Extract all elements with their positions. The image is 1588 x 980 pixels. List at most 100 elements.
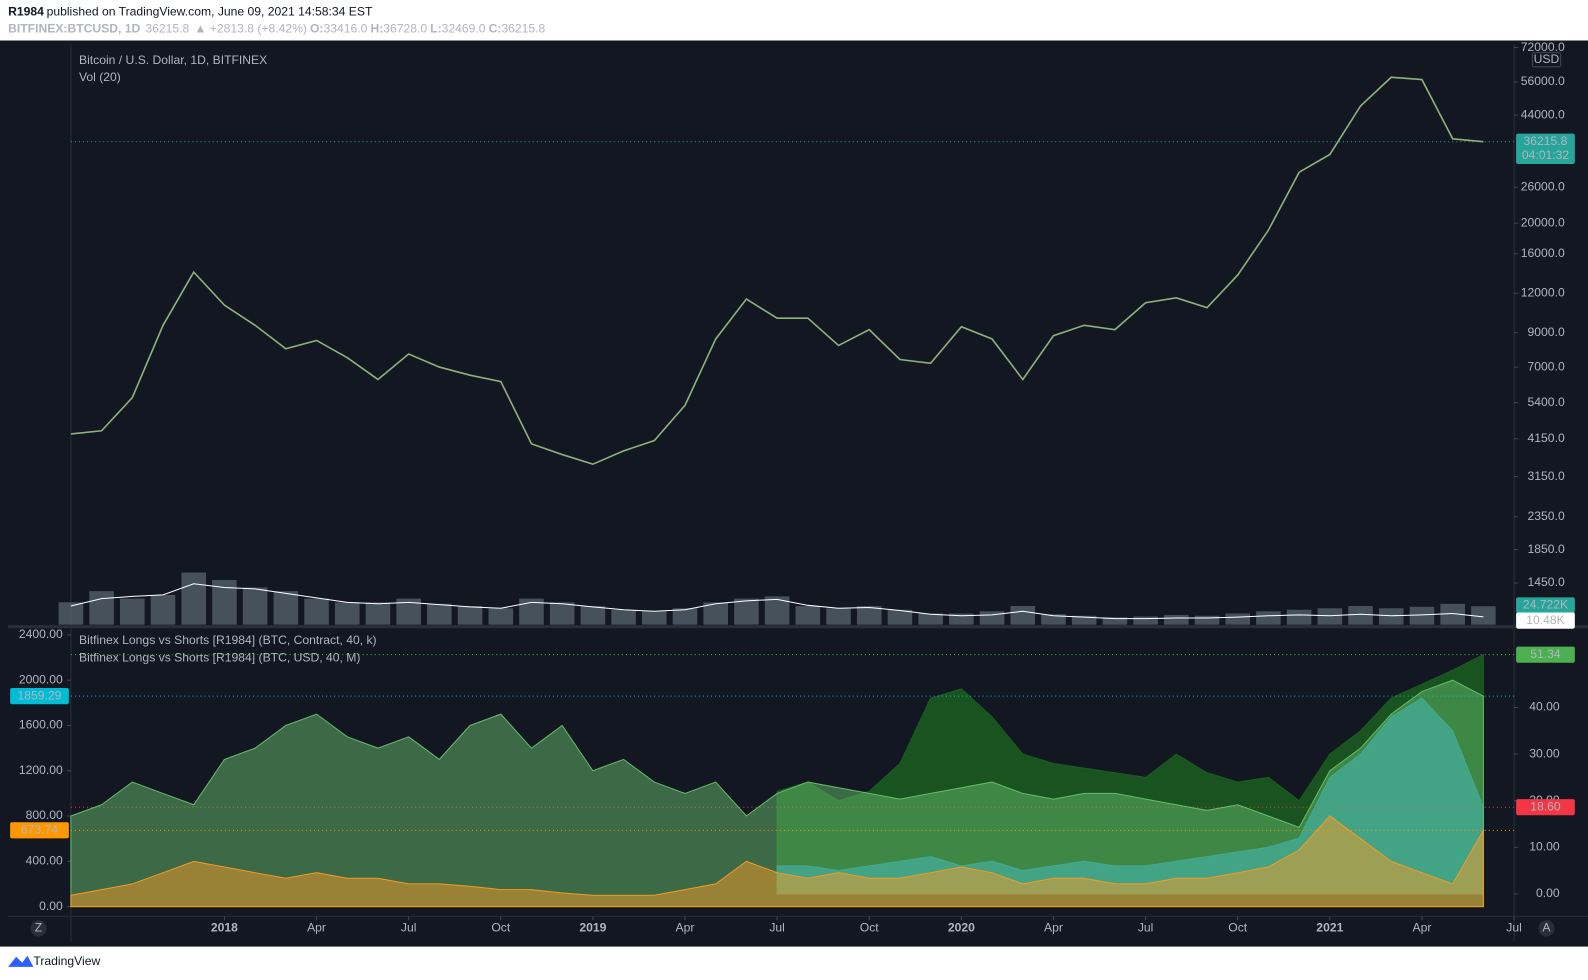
auto-scale-button[interactable]	[1538, 920, 1555, 937]
volume-bar	[304, 598, 329, 625]
ohlc-value: 36728.0	[383, 22, 427, 36]
brand: TradingView	[33, 954, 100, 968]
currency: USD	[1534, 52, 1560, 66]
volume-bar	[734, 598, 759, 625]
volume-bar	[58, 602, 84, 625]
y-tick-label: 26000.0	[1521, 179, 1565, 193]
volume-bar	[856, 606, 882, 625]
y-tick-label: 1600.00	[19, 718, 63, 732]
volume-bar	[1348, 606, 1373, 625]
volume-bar	[1164, 614, 1189, 625]
ohlc-key: L:	[430, 22, 441, 36]
volume-bar	[1071, 615, 1097, 625]
volume-bar	[1225, 613, 1250, 625]
y-tick-label: 1200.00	[19, 763, 63, 777]
x-tick-label: 2018	[211, 921, 238, 935]
y-tick-label: 1850.0	[1528, 542, 1565, 556]
y-tick-label: 5400.0	[1528, 395, 1565, 409]
volume-bar	[150, 594, 176, 625]
x-tick-label: Apr	[307, 921, 326, 935]
y-tick-label: 30.00	[1529, 746, 1560, 760]
y-tick-label: 56000.0	[1521, 74, 1565, 88]
volume-bar	[273, 591, 299, 625]
y-tick-label: 400.00	[26, 854, 63, 868]
volume-bar	[89, 591, 114, 625]
volume-bar	[181, 572, 206, 625]
volume-bar	[1378, 608, 1404, 625]
volume-bar	[488, 608, 514, 625]
volume-bar	[979, 611, 1005, 625]
volume-bar	[1286, 609, 1312, 625]
volume-bar	[918, 613, 943, 625]
volume-bar	[672, 608, 698, 625]
volume-bar	[120, 598, 145, 625]
ohlc-key: O:	[310, 22, 324, 36]
symbol: BITFINEX:BTCUSD, 1D	[8, 22, 140, 36]
y-tick-label: 2350.0	[1528, 509, 1565, 523]
change: ▲ +2813.8 (+8.42%)	[194, 22, 307, 36]
volume-bar	[795, 606, 821, 625]
indicator-badge: 673.74	[21, 823, 58, 837]
countdown: 04:01:32	[1522, 148, 1570, 162]
volume-bar	[365, 602, 391, 625]
x-tick-label: Apr	[1044, 921, 1063, 935]
volume-bar	[1010, 606, 1036, 625]
volume-bar	[334, 602, 360, 625]
ohlc-key: H:	[370, 22, 383, 36]
y-tick-label: 10.00	[1529, 839, 1560, 853]
indicator-badge: 51.34	[1530, 647, 1561, 661]
x-tick-label: Apr	[676, 921, 695, 935]
pane-title: Bitcoin / U.S. Dollar, 1D, BITFINEX	[79, 53, 267, 67]
volume-bar	[549, 602, 575, 625]
indicator-badge-bg	[10, 822, 69, 839]
volume-bar	[580, 606, 606, 625]
volume-bar	[1440, 603, 1465, 625]
last-price: 36215.8	[145, 22, 189, 36]
volume-bar	[949, 613, 974, 625]
volume-badge-bg	[1516, 597, 1575, 614]
ohlc-value: 33416.0	[324, 22, 368, 36]
y-tick-label: 12000.0	[1521, 285, 1565, 299]
indicator-badge: 1859.29	[18, 688, 62, 702]
currency-box	[1531, 52, 1562, 68]
indicator-badge-bg	[1516, 646, 1575, 663]
volume-badge: 24.722K	[1523, 598, 1568, 612]
indicator-badge-bg	[10, 688, 69, 705]
indicator-badge: 18.60	[1530, 799, 1561, 813]
y-tick-label: 0.00	[39, 899, 63, 913]
x-tick-label: 2020	[948, 921, 975, 935]
indicator-badge-bg	[1516, 799, 1575, 816]
x-tick-label: Jul	[401, 921, 417, 935]
zoom-button[interactable]	[30, 920, 47, 937]
price-line	[70, 76, 1484, 466]
x-tick-label: Jul	[1138, 921, 1154, 935]
volume-bar	[1317, 608, 1343, 625]
y-tick-label: 20000.0	[1521, 215, 1565, 229]
x-tick-label: 2019	[579, 921, 606, 935]
indicator-area	[70, 679, 1484, 908]
volume-bar	[642, 611, 667, 625]
volume-bar	[611, 609, 636, 625]
volume-bar	[1102, 617, 1128, 625]
volume-bar	[1133, 616, 1158, 625]
y-tick-label: 72000.0	[1521, 40, 1565, 54]
volume-bar	[1256, 611, 1281, 625]
symbol-row: BITFINEX:BTCUSD, 1D 36215.8 ▲ +2813.8 (+8.…	[8, 22, 545, 36]
auto-scale-label[interactable]: A	[1542, 921, 1551, 935]
volume-bar	[887, 609, 913, 625]
y-tick-label: 0.00	[1536, 886, 1560, 900]
volume-bar	[242, 587, 268, 625]
indicator-title: Bitfinex Longs vs Shorts [R1984] (BTC, C…	[79, 633, 377, 647]
y-tick-label: 7000.0	[1528, 359, 1565, 373]
ohlc-value: 36215.8	[501, 22, 545, 36]
zoom-label[interactable]: Z	[35, 921, 43, 935]
volume-bar	[1471, 606, 1496, 625]
price-badge-bg	[1516, 133, 1575, 165]
y-tick-label: 800.00	[26, 808, 63, 822]
y-tick-label: 44000.0	[1521, 107, 1565, 121]
volume-bar	[826, 608, 851, 625]
y-tick-label: 16000.0	[1521, 246, 1565, 260]
x-tick-label: Oct	[491, 921, 511, 935]
